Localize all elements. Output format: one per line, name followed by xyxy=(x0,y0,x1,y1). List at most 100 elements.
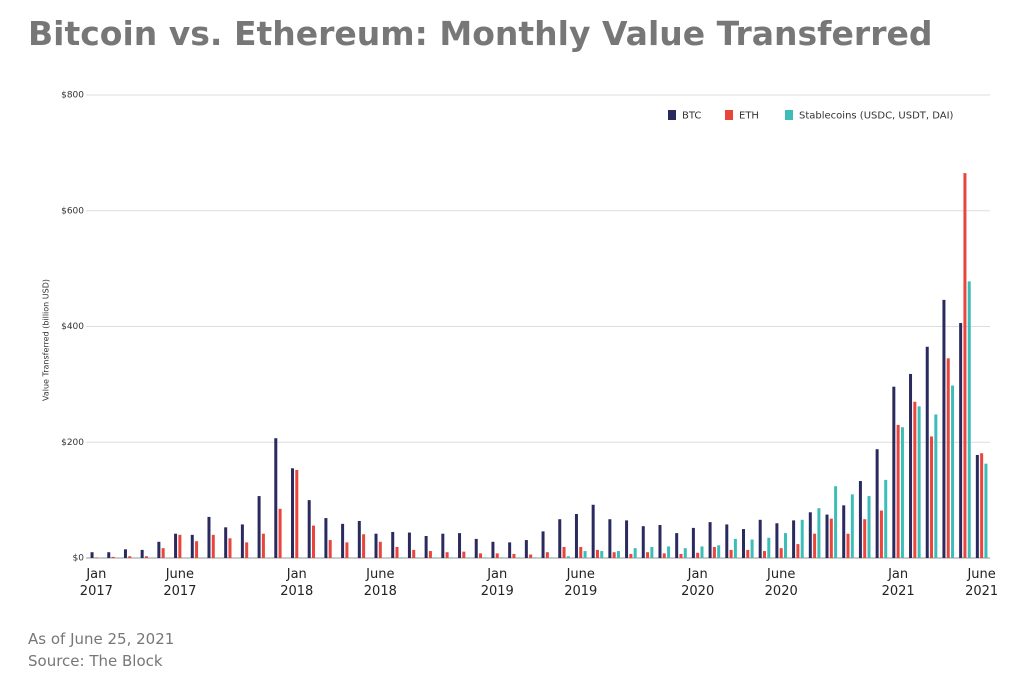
bar xyxy=(750,539,754,558)
bar xyxy=(959,323,963,558)
bar xyxy=(608,519,612,558)
bar xyxy=(846,533,850,558)
bar xyxy=(111,556,115,558)
y-tick-label: $0 xyxy=(73,554,85,564)
bar xyxy=(934,414,938,558)
bar xyxy=(900,427,904,558)
bar xyxy=(696,552,700,558)
y-tick-label: $800 xyxy=(61,91,84,101)
bar xyxy=(529,554,533,558)
legend-swatch xyxy=(785,110,793,120)
bar xyxy=(174,533,178,558)
legend-label: Stablecoins (USDC, USDT, DAI) xyxy=(799,111,954,122)
bar xyxy=(942,299,946,558)
bar xyxy=(967,281,971,558)
x-tick-label: June 2020 xyxy=(764,567,798,599)
bar xyxy=(875,449,879,558)
bar xyxy=(679,553,683,558)
x-tick-label: Jan 2019 xyxy=(480,567,514,599)
bar xyxy=(140,549,144,558)
bar xyxy=(658,525,662,558)
bar xyxy=(600,551,604,558)
x-tick-label: Jan 2020 xyxy=(681,567,715,599)
legend-swatch xyxy=(725,110,733,120)
note: Source: The Block xyxy=(28,652,163,670)
bar xyxy=(491,541,495,558)
bar xyxy=(796,544,800,558)
bar xyxy=(946,358,950,558)
bar xyxy=(94,557,98,558)
bar xyxy=(458,533,462,558)
bar xyxy=(825,514,829,558)
bar xyxy=(207,516,211,558)
bar xyxy=(591,504,595,558)
x-tick-label: Jan 2017 xyxy=(79,567,113,599)
bar xyxy=(574,514,578,558)
bar xyxy=(767,537,771,558)
bar xyxy=(278,508,282,558)
bar xyxy=(399,557,403,558)
bar xyxy=(595,549,599,558)
bar xyxy=(449,557,453,558)
bar xyxy=(741,529,745,558)
x-tick-label: Jan 2021 xyxy=(881,567,915,599)
bar xyxy=(107,552,111,558)
bar xyxy=(474,538,478,558)
bar xyxy=(391,531,395,558)
bar xyxy=(775,523,779,558)
bar xyxy=(792,520,796,558)
bar xyxy=(274,438,278,558)
bar xyxy=(646,552,650,558)
bar xyxy=(746,549,750,558)
bar xyxy=(896,424,900,558)
legend-label: BTC xyxy=(682,111,701,122)
bar xyxy=(407,532,411,558)
bar xyxy=(495,553,499,558)
bar xyxy=(717,545,721,558)
bar xyxy=(700,546,704,558)
bar xyxy=(712,547,716,558)
bar xyxy=(211,534,215,558)
bar xyxy=(975,454,979,558)
bar xyxy=(345,542,349,558)
bar xyxy=(512,553,516,558)
bar xyxy=(341,523,345,558)
bar xyxy=(90,552,94,558)
bar xyxy=(963,173,967,558)
bar xyxy=(758,519,762,558)
bar xyxy=(328,540,332,558)
bar xyxy=(913,401,917,558)
bar xyxy=(863,519,867,558)
bar xyxy=(324,518,328,558)
bar xyxy=(829,518,833,558)
bar xyxy=(290,468,294,558)
bar xyxy=(195,541,199,558)
bar xyxy=(312,525,315,558)
bar xyxy=(462,551,466,558)
bar xyxy=(161,548,165,558)
bar xyxy=(257,496,261,558)
bar xyxy=(228,538,232,558)
note: As of June 25, 2021 xyxy=(28,630,175,648)
bar xyxy=(842,505,846,558)
bar xyxy=(917,406,921,558)
bar xyxy=(416,557,420,558)
bar xyxy=(395,547,399,558)
bar xyxy=(433,557,437,558)
bar xyxy=(362,534,366,558)
bar xyxy=(641,526,645,558)
bar xyxy=(725,524,729,558)
bar xyxy=(683,548,687,558)
bar xyxy=(441,533,445,558)
chart-title: Bitcoin vs. Ethereum: Monthly Value Tran… xyxy=(28,14,933,53)
bar xyxy=(445,552,449,558)
bar xyxy=(817,508,821,558)
bar xyxy=(879,510,883,558)
y-tick-label: $400 xyxy=(61,322,84,332)
bar xyxy=(984,463,988,558)
bar xyxy=(691,527,695,558)
bar xyxy=(612,552,616,558)
bar xyxy=(533,557,537,558)
bar xyxy=(708,522,712,558)
